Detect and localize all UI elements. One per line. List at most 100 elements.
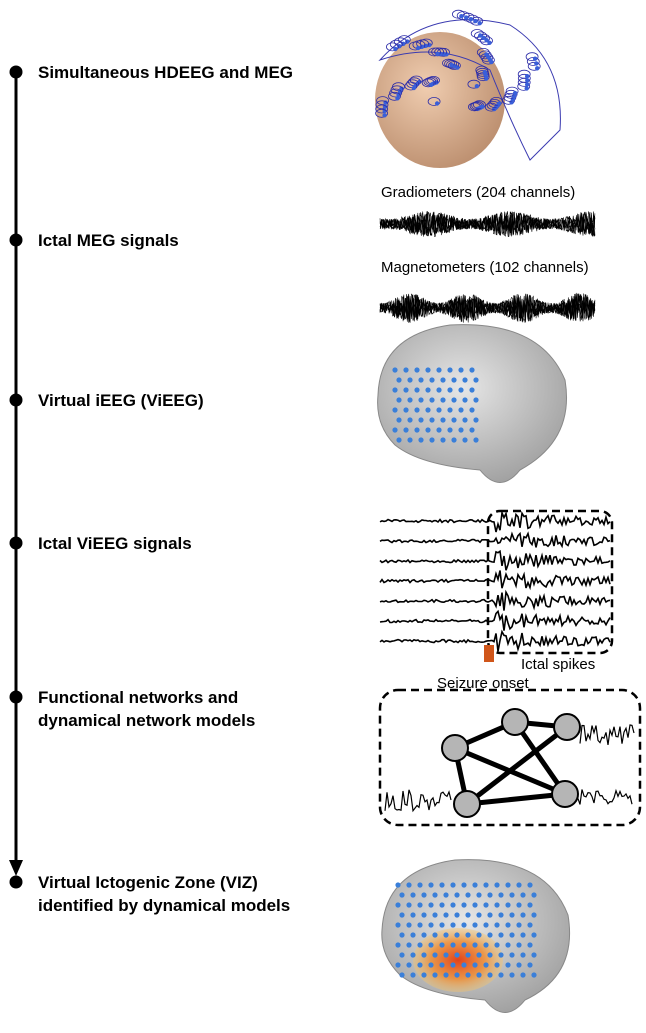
contact [428,922,433,927]
contact [520,972,525,977]
contact [399,952,404,957]
electrode [525,74,529,78]
contact [439,902,444,907]
contact [465,972,470,977]
contact [421,912,426,917]
contact [432,952,437,957]
contact [418,417,423,422]
contact [483,962,488,967]
contact [392,427,397,432]
contact [462,417,467,422]
contact [487,972,492,977]
contact [531,972,536,977]
contact [436,367,441,372]
signal-trace [380,551,610,570]
step-dot [10,66,23,79]
signal-trace [385,790,451,811]
contact [407,377,412,382]
step-dot [10,876,23,889]
contact [395,902,400,907]
contact [531,952,536,957]
contact [410,932,415,937]
step-label: identified by dynamical models [38,896,290,915]
electrode [412,86,416,90]
step-label: Simultaneous HDEEG and MEG [38,63,293,82]
contact [487,952,492,957]
contact [403,387,408,392]
step-label: Virtual Ictogenic Zone (VIZ) [38,873,258,892]
contact [462,437,467,442]
contact [429,377,434,382]
contact [447,387,452,392]
contact [396,437,401,442]
contact [399,932,404,937]
contact [417,882,422,887]
contact [461,922,466,927]
contact [458,387,463,392]
contact [516,922,521,927]
contact [520,912,525,917]
contact [494,882,499,887]
contact [407,437,412,442]
contact [436,407,441,412]
contact [395,882,400,887]
contact [443,972,448,977]
contact [439,882,444,887]
contact [440,377,445,382]
contact [450,902,455,907]
contact [443,892,448,897]
contact [494,902,499,907]
contact [414,427,419,432]
contact [494,922,499,927]
step-label: Ictal MEG signals [38,231,179,250]
contact [451,377,456,382]
contact [458,367,463,372]
contact [505,902,510,907]
contact [399,912,404,917]
contact [505,882,510,887]
electrode [513,91,517,95]
contact [440,437,445,442]
contact [476,952,481,957]
contact [428,962,433,967]
contact [421,972,426,977]
contact [428,942,433,947]
contact [494,942,499,947]
signal-trace [380,534,610,548]
contact [531,932,536,937]
contact [469,367,474,372]
step-dot [10,691,23,704]
electrode [382,113,386,117]
contact [472,922,477,927]
contact [450,962,455,967]
contact [395,922,400,927]
step-dot [10,394,23,407]
contact [428,882,433,887]
contact [498,892,503,897]
contact [465,952,470,957]
electrode [525,82,529,86]
contact [417,962,422,967]
signal-trace [380,513,610,532]
contact [527,882,532,887]
contact [472,942,477,947]
contact [447,427,452,432]
electrode [435,52,439,56]
contact [527,962,532,967]
contact [509,912,514,917]
contact [425,367,430,372]
contact [407,397,412,402]
contact [417,922,422,927]
contact [520,892,525,897]
contact [417,942,422,947]
contact [392,367,397,372]
contact [454,972,459,977]
contact [414,407,419,412]
contact [476,972,481,977]
step-label: Ictal ViEEG signals [38,534,192,553]
contact [473,417,478,422]
contact [418,397,423,402]
contact [450,942,455,947]
contact [443,912,448,917]
contact [465,912,470,917]
